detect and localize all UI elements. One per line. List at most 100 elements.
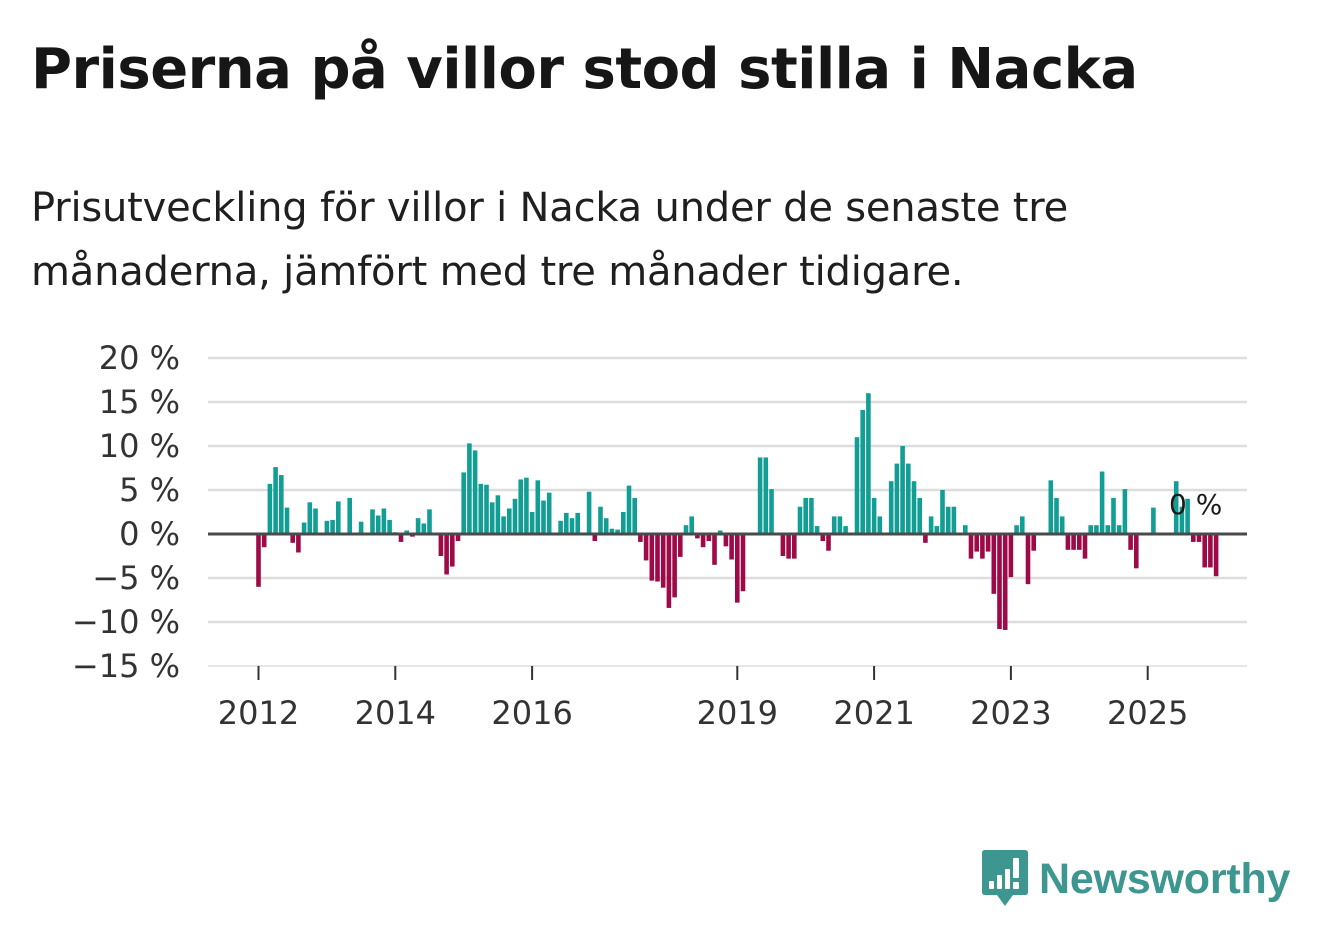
bar [273,467,278,534]
bar [1025,534,1031,585]
bar [1111,497,1116,534]
bar [501,516,506,534]
bar [261,534,267,548]
bar [569,518,575,534]
bar [763,457,769,534]
bar [717,530,723,534]
bar [814,526,820,534]
bar [1185,498,1190,534]
bar [837,516,843,534]
bar-chart: 20 %15 %10 %5 %0 %−5 %−10 %−15 % 2012 201… [72,339,1247,732]
bar [1077,534,1082,550]
bar [928,516,934,534]
x-tick-label: 2019 [697,694,778,732]
y-tick-label: 15 % [99,383,180,421]
bar [387,519,392,534]
bar [404,530,409,534]
bar [267,483,273,534]
bar [712,534,717,565]
bar [381,508,387,534]
y-tick-label: 20 % [99,339,180,377]
bar [860,409,865,534]
x-tick-label: 2021 [833,694,914,732]
bar [1071,534,1076,550]
bar [877,516,883,534]
bar [347,497,352,534]
newsworthy-logo-icon [982,850,1028,906]
bar [809,497,814,534]
brand-name: Newsworthy [1039,854,1291,903]
bar [279,475,284,534]
bar [598,506,603,534]
bar [1213,534,1219,577]
bar [871,497,877,534]
bar [1031,534,1036,551]
bar [968,534,974,559]
bar [535,480,541,534]
bar [643,534,649,561]
bar [1191,534,1196,542]
bar [706,534,712,542]
x-axis: 2012 2014 2016 2019 2021 2023 2025 [218,666,1188,732]
bar [843,526,848,534]
bar [529,512,535,534]
bar [1014,525,1019,534]
x-tick-label: 2025 [1107,694,1188,732]
bar [609,528,615,534]
bar [797,506,803,534]
bar [1179,506,1185,534]
bar [723,534,729,547]
bar [450,534,455,567]
bar [655,534,660,582]
bar [592,534,598,542]
bar [1048,480,1054,534]
bar [866,393,871,534]
bar [683,525,689,534]
bar [603,518,609,534]
bar [792,534,797,559]
bar [1054,497,1059,534]
bar [398,534,404,542]
bar [689,516,694,534]
bar [1122,489,1128,534]
bar [786,534,791,559]
bar [301,522,307,534]
bar [575,512,580,534]
x-tick-label: 2016 [491,694,572,732]
x-tick-label: 2014 [355,694,436,732]
bar [780,534,786,556]
bar-series [256,393,1219,630]
y-tick-label: 10 % [99,427,180,465]
bar [626,485,632,534]
bar [1116,525,1122,534]
bar [1173,481,1179,534]
bar [330,519,335,534]
chart-title: Priserna på villor stod stilla i Nacka [31,37,1138,102]
bar [700,534,706,548]
bar [934,526,940,534]
bar [894,463,900,534]
bar [307,502,313,534]
bar [997,534,1002,630]
bar [888,481,894,534]
bar [991,534,997,594]
bar [820,534,826,542]
y-tick-label: 5 % [119,471,180,509]
y-axis: 20 % 15 % 10 % 5 % 0 % −5 % −10 % −15 % [72,339,180,685]
bar [740,534,746,592]
bar [478,483,484,534]
bar [472,450,478,534]
bar [1208,534,1213,568]
bar [1134,534,1139,569]
bar [1094,525,1099,534]
bar [917,497,922,534]
bar [541,500,546,534]
bar [854,437,860,534]
y-tick-label: −10 % [72,603,180,641]
bar [1128,534,1133,550]
bar [1151,507,1156,534]
brand-logo: Newsworthy [981,848,1290,910]
bar [1082,534,1088,559]
y-tick-label: 0 % [119,515,180,553]
bar [586,491,592,534]
